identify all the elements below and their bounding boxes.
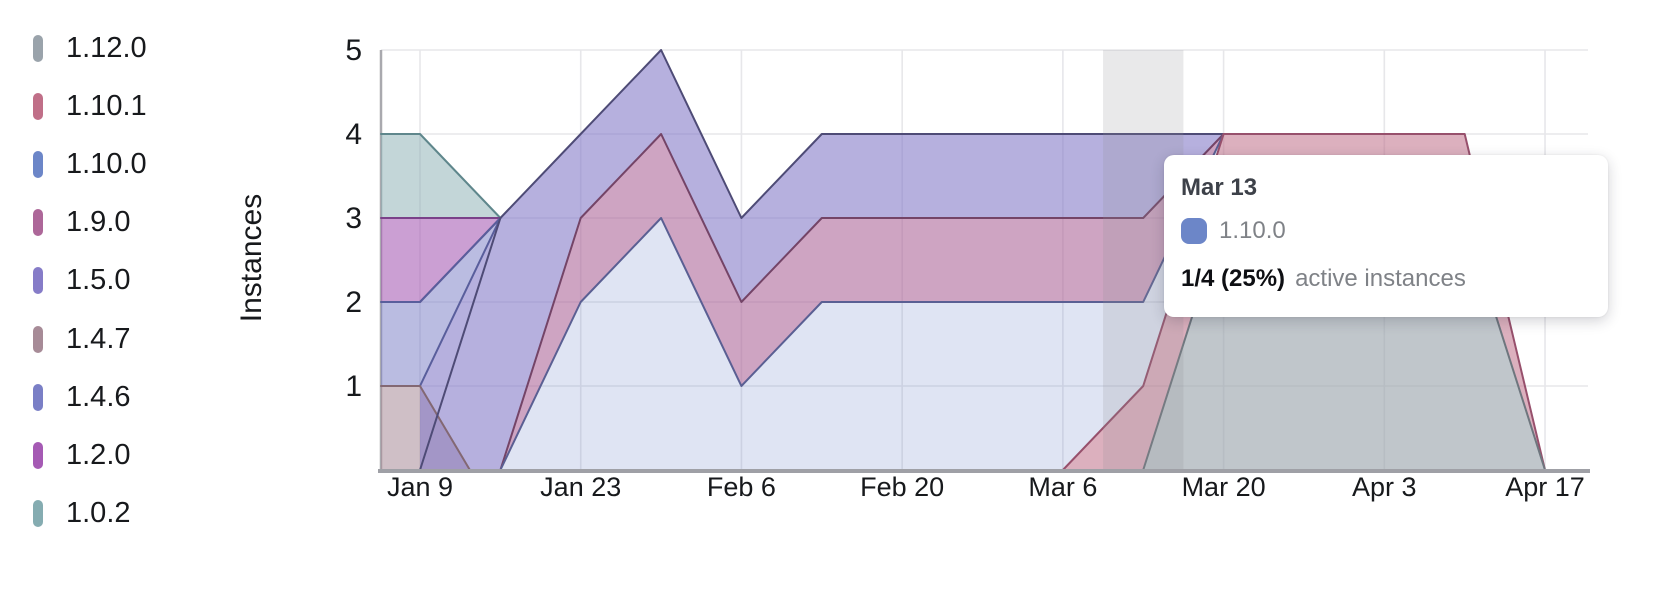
chart-legend: 1.12.0 1.10.1 1.10.0 1.9.0 1.5.0 1.4.7 1.4.6 1.…	[33, 19, 147, 543]
tooltip-series-label: 1.10.0	[1219, 217, 1286, 244]
chart-tooltip: Mar 13 1.10.0 1/4 (25%) active instances	[1164, 155, 1608, 317]
legend-item-1-4-7[interactable]: 1.4.7	[33, 310, 147, 368]
x-axis-tick-label: Feb 20	[860, 472, 944, 502]
y-axis-tick-label: 4	[345, 118, 362, 151]
legend-color-pill-icon	[33, 325, 43, 353]
legend-item-label: 1.9.0	[66, 206, 131, 239]
y-axis-tick-label: 5	[345, 34, 362, 67]
area-band-1-4-6	[381, 218, 501, 386]
x-axis-tick-label: Mar 6	[1028, 472, 1097, 502]
legend-item-label: 1.5.0	[66, 264, 131, 297]
legend-item-label: 1.2.0	[66, 438, 131, 471]
y-axis-tick-label: 1	[345, 370, 362, 403]
x-axis-tick-label: Mar 20	[1182, 472, 1266, 502]
legend-item-label: 1.0.2	[66, 497, 131, 530]
band-edge-1-4-7	[380, 385, 471, 471]
legend-item-label: 1.10.0	[66, 147, 147, 180]
band-edge-1-9-0	[499, 133, 1225, 471]
legend-color-pill-icon	[33, 209, 43, 237]
area-band-1-2-0	[381, 218, 501, 302]
legend-item-label: 1.12.0	[66, 31, 147, 64]
legend-item-1-2-0[interactable]: 1.2.0	[33, 426, 147, 484]
band-edge-1-0-2	[380, 133, 502, 219]
y-axis-tick-label: 2	[345, 286, 362, 319]
legend-color-pill-icon	[33, 267, 43, 295]
legend-item-1-9-0[interactable]: 1.9.0	[33, 194, 147, 252]
band-edge-1-4-6	[419, 217, 502, 387]
legend-color-pill-icon	[33, 150, 43, 178]
series-color-swatch-icon	[1181, 218, 1207, 244]
x-axis-tick-label: Jan 9	[387, 472, 453, 502]
x-axis-tick-label: Jan 23	[540, 472, 621, 502]
x-axis-tick-label: Apr 17	[1505, 472, 1585, 502]
legend-item-1-10-0[interactable]: 1.10.0	[33, 135, 147, 193]
tooltip-value: 1/4 (25%)	[1181, 265, 1286, 292]
legend-item-1-5-0[interactable]: 1.5.0	[33, 252, 147, 310]
legend-item-label: 1.10.1	[66, 89, 147, 122]
tooltip-date: Mar 13	[1181, 174, 1258, 201]
band-edge-1-10-0	[499, 133, 1225, 471]
legend-item-1-10-1[interactable]: 1.10.1	[33, 77, 147, 135]
legend-item-1-0-2[interactable]: 1.0.2	[33, 485, 147, 543]
legend-color-pill-icon	[33, 34, 43, 62]
legend-item-label: 1.4.7	[66, 322, 131, 355]
tooltip-value-suffix: active instances	[1295, 265, 1466, 292]
x-axis-tick-label: Apr 3	[1352, 472, 1417, 502]
x-axis-tick-label: Feb 6	[707, 472, 776, 502]
legend-item-1-12-0[interactable]: 1.12.0	[33, 19, 147, 77]
band-edge-1-4-6	[380, 217, 502, 303]
legend-item-1-4-6[interactable]: 1.4.6	[33, 368, 147, 426]
legend-color-pill-icon	[33, 500, 43, 528]
band-edge-1-5-0	[419, 49, 1225, 471]
legend-color-pill-icon	[33, 383, 43, 411]
y-axis-tick-label: 3	[345, 202, 362, 235]
legend-color-pill-icon	[33, 441, 43, 469]
legend-item-label: 1.4.6	[66, 380, 131, 413]
area-band-1-0-2	[381, 134, 501, 218]
area-band-1-5-0	[420, 50, 1224, 470]
legend-color-pill-icon	[33, 92, 43, 120]
